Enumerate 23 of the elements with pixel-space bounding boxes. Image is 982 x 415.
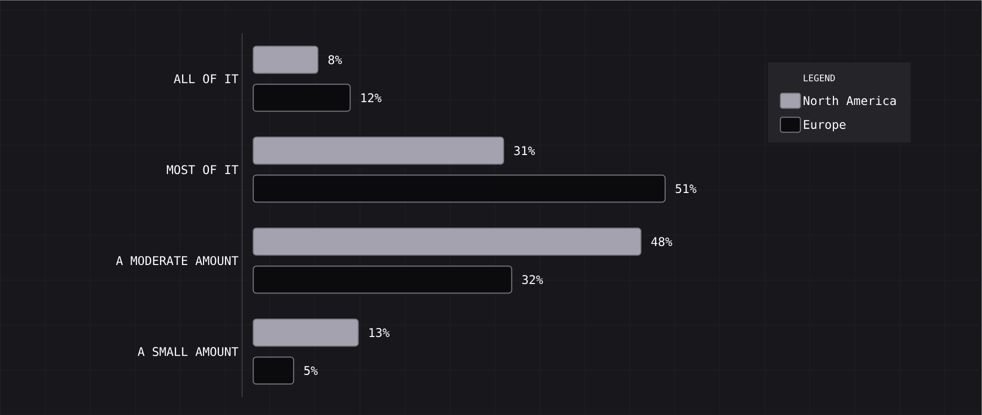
data-label: 48% [651,236,672,246]
y-tick-label: ALL OF IT [174,74,238,84]
data-label: 5% [304,366,318,375]
data-label: 51% [676,184,696,193]
data-label: 32% [522,274,543,284]
bar [252,174,666,203]
bar [252,227,642,256]
bar [252,46,318,74]
data-label: 12% [361,93,382,102]
bar [252,84,351,112]
legend-label: North America [804,96,896,106]
y-tick-label: MOST OF IT [166,164,238,174]
legend-title: LEGEND [804,74,835,82]
y-tick-label: A MODERATE AMOUNT [116,256,238,266]
bar [252,136,504,165]
data-label: 13% [370,328,390,337]
data-label: 31% [514,146,535,156]
y-tick-label: A SMALL AMOUNT [138,346,238,356]
bar [252,318,359,346]
bar [252,265,512,294]
data-label: 8% [328,55,342,64]
bar [252,356,294,384]
legend-label: Europe [804,120,846,132]
